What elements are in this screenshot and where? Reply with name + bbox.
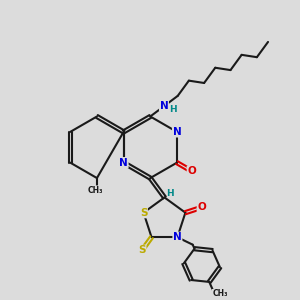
Text: S: S	[138, 245, 146, 255]
Text: O: O	[197, 202, 206, 212]
Text: N: N	[173, 232, 182, 242]
Text: CH₃: CH₃	[88, 186, 103, 195]
Text: H: H	[167, 189, 174, 198]
Text: N: N	[172, 127, 181, 137]
Text: S: S	[140, 208, 147, 218]
Text: CH₃: CH₃	[212, 290, 228, 298]
Text: O: O	[187, 166, 196, 176]
Text: H: H	[169, 105, 177, 114]
Text: N: N	[119, 158, 128, 168]
Text: N: N	[160, 100, 168, 111]
